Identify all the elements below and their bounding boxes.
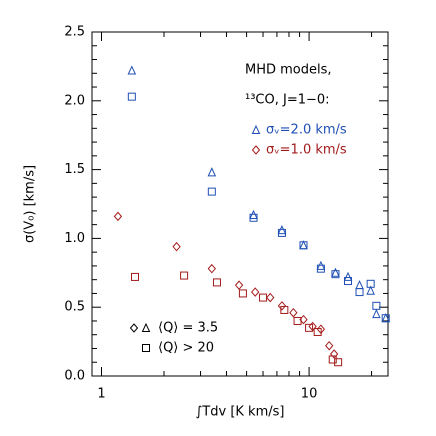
square-marker bbox=[366, 279, 375, 288]
diamond-marker bbox=[207, 263, 216, 274]
legend-label: σᵥ=2.0 km/s bbox=[266, 123, 347, 138]
square-marker bbox=[127, 92, 136, 101]
triangle-marker bbox=[299, 240, 308, 250]
diamond-marker bbox=[251, 287, 260, 297]
triangle-marker bbox=[343, 271, 353, 281]
y-tick-label: 2.0 bbox=[64, 93, 85, 108]
diamond-marker bbox=[129, 323, 139, 333]
y-axis-label: σ(V₀) [km/s] bbox=[23, 165, 38, 243]
diamond-marker bbox=[289, 307, 298, 318]
square-marker bbox=[313, 327, 322, 336]
x-axis-label: ∫Tdv [K km/s] bbox=[196, 405, 285, 420]
square-marker bbox=[207, 187, 216, 196]
square-marker bbox=[277, 228, 286, 237]
square-marker bbox=[212, 278, 221, 287]
x-tick-label: 1 bbox=[97, 387, 105, 402]
square-marker bbox=[293, 316, 302, 325]
square-marker bbox=[355, 288, 364, 297]
triangle-marker bbox=[207, 167, 217, 177]
annotation: ¹³CO, J=1−0: bbox=[245, 93, 330, 108]
x-tick-label: 10 bbox=[301, 387, 318, 402]
square-marker bbox=[238, 289, 247, 298]
diamond-marker bbox=[266, 292, 275, 303]
diamond-marker bbox=[251, 145, 261, 155]
diamond-marker bbox=[277, 301, 287, 311]
square-marker bbox=[328, 355, 337, 364]
diamond-marker bbox=[234, 280, 244, 290]
diamond-marker bbox=[329, 349, 339, 359]
square-marker bbox=[259, 293, 268, 302]
legend-label: ⟨Q⟩ > 20 bbox=[158, 341, 214, 356]
square-marker bbox=[344, 277, 353, 286]
legend-label: σᵥ=1.0 km/s bbox=[266, 143, 347, 158]
triangle-marker bbox=[331, 267, 340, 277]
y-tick-label: 1.5 bbox=[64, 162, 85, 177]
square-marker bbox=[280, 305, 289, 314]
diamond-marker bbox=[325, 340, 334, 351]
y-tick-label: 2.5 bbox=[64, 25, 85, 40]
square-marker bbox=[331, 270, 340, 279]
square-marker bbox=[299, 241, 308, 250]
diamond-marker bbox=[113, 211, 123, 222]
square-marker bbox=[130, 272, 139, 281]
triangle-marker bbox=[141, 322, 151, 332]
y-tick-label: 1.0 bbox=[64, 231, 85, 246]
diamond-marker bbox=[172, 241, 181, 252]
square-marker bbox=[316, 264, 325, 273]
annotation: MHD models, bbox=[245, 63, 332, 78]
legend-label: ⟨Q⟩ = 3.5 bbox=[158, 321, 218, 336]
square-marker bbox=[372, 301, 381, 310]
triangle-marker bbox=[372, 308, 381, 319]
square-marker bbox=[305, 323, 314, 332]
square-marker bbox=[381, 314, 390, 323]
triangle-marker bbox=[127, 65, 137, 75]
plot-frame bbox=[91, 31, 389, 377]
y-tick-label: 0.0 bbox=[64, 369, 85, 384]
triangle-marker bbox=[366, 285, 375, 295]
y-tick-label: 0.5 bbox=[64, 300, 85, 315]
square-marker bbox=[142, 344, 150, 352]
triangle-marker bbox=[251, 124, 261, 134]
triangle-marker bbox=[355, 280, 364, 290]
square-marker bbox=[180, 271, 189, 280]
square-marker bbox=[249, 213, 258, 222]
square-marker bbox=[334, 358, 343, 367]
